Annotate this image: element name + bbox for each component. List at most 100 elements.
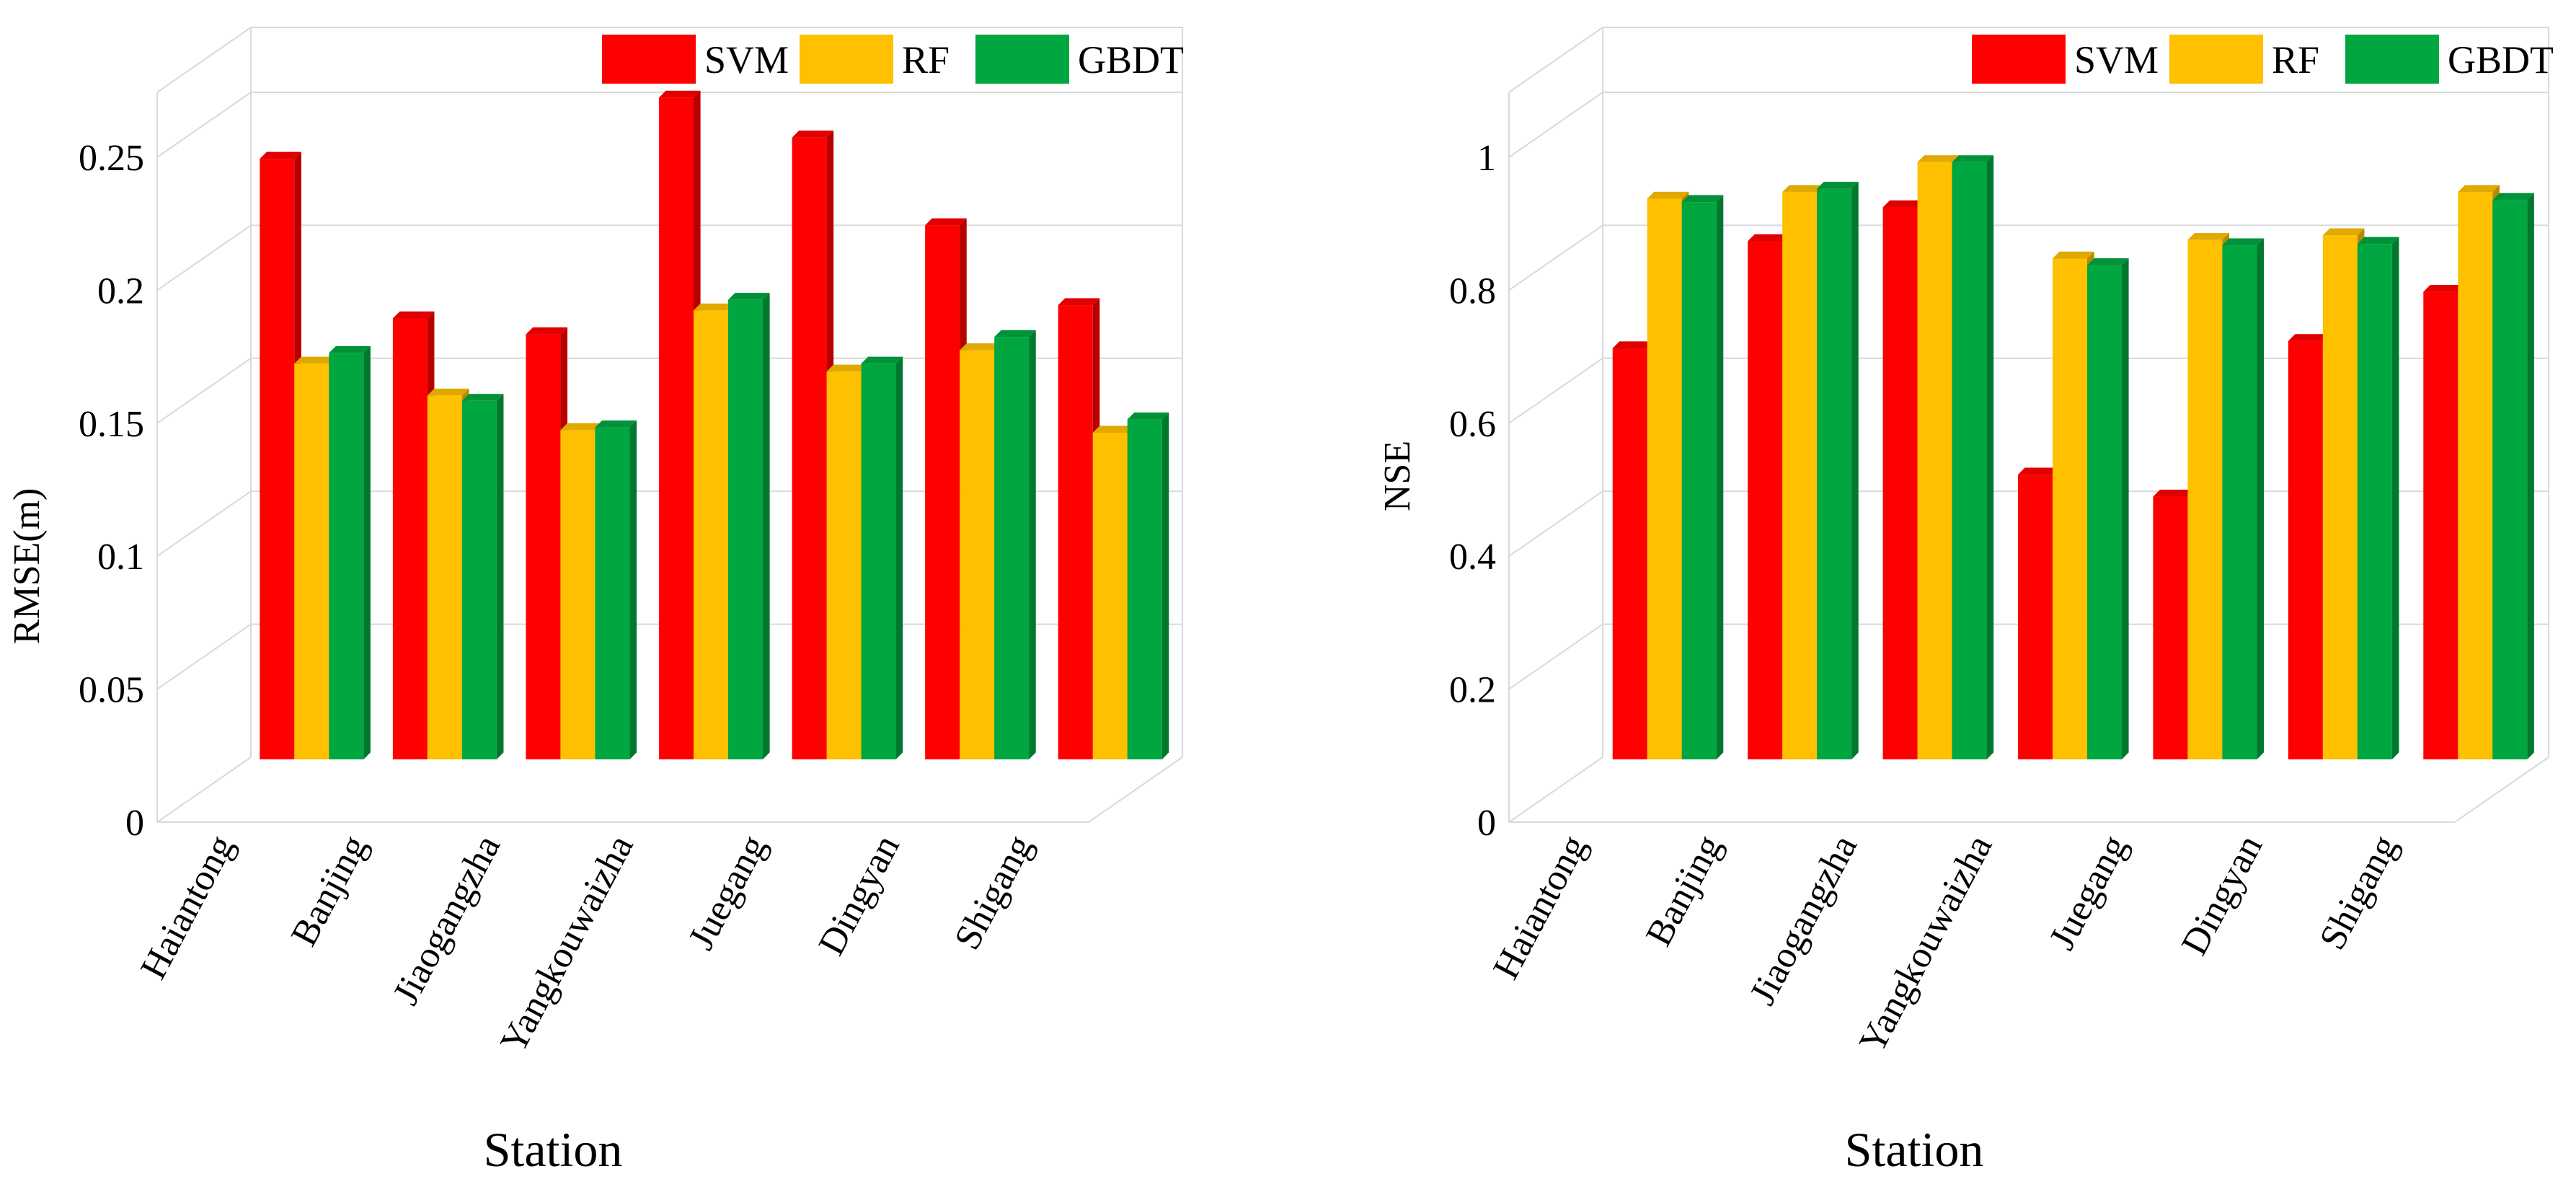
bar-front [260, 159, 295, 759]
legend-item-gbdt: GBDT [2345, 35, 2554, 84]
x-axis-title: Station [484, 1122, 623, 1177]
bar-front [392, 318, 428, 760]
bar-gbdt [2357, 237, 2399, 760]
bar-front [659, 97, 694, 760]
bar-front [960, 350, 995, 760]
bar-top [2322, 228, 2365, 236]
bar-side [363, 345, 371, 760]
bar-front [2187, 239, 2223, 760]
bar-top [2357, 237, 2399, 244]
bar-side [763, 293, 770, 760]
bar-top [861, 356, 903, 364]
gridline-side [156, 357, 252, 424]
bar-front [1917, 162, 1952, 759]
y-axis-title: RMSE(m) [6, 488, 48, 645]
x-tick-label: Yangkouwaizha [1851, 829, 2001, 1059]
y-tick-label: 0.4 [1449, 537, 1496, 578]
y-tick-label: 0.05 [79, 670, 144, 711]
bar-top [560, 423, 603, 431]
bar-svm [1748, 234, 1789, 760]
bar-gbdt [1127, 412, 1169, 759]
bar-top [1748, 234, 1789, 242]
legend: SVM RF GBDT [1972, 35, 2554, 84]
bar-top [427, 388, 469, 396]
bar-top [960, 343, 1001, 350]
bar-side [2257, 238, 2265, 760]
bar-gbdt [2222, 238, 2265, 760]
bar-front [1882, 207, 1918, 760]
bar-top [1647, 191, 1689, 199]
bar-gbdt [1817, 182, 1859, 760]
x-tick-label: Banjing [283, 829, 376, 953]
bar-gbdt [2087, 258, 2129, 760]
rmse-chart: 0 0.05 0.1 0.15 0.2 0.25 Haiantong Banjing Jiaog… [6, 27, 1184, 1177]
x-tick-label: Jiaogangzha [1742, 829, 1865, 1012]
bar-side [2527, 193, 2534, 759]
x-axis-title: Station [1845, 1122, 1984, 1177]
legend-label: RF [2272, 38, 2319, 81]
legend-swatch [975, 35, 1069, 84]
bar-front [694, 310, 728, 759]
bar-top [2423, 285, 2465, 292]
bar-gbdt [2492, 193, 2534, 759]
bar-gbdt [461, 394, 504, 759]
bar-top [1681, 195, 1724, 203]
legend-item-svm: SVM [602, 35, 789, 84]
y-axis-title: NSE [1377, 441, 1418, 511]
bar-side [1716, 195, 1724, 759]
bar-front [1647, 198, 1682, 759]
gridline-side [1508, 224, 1603, 291]
bar-front [526, 334, 561, 759]
y-tick-label: 1 [1477, 138, 1496, 179]
legend-label: RF [902, 38, 950, 81]
legend-item-rf: RF [2169, 35, 2319, 84]
x-tick-label: Haiantong [133, 829, 242, 986]
bar-front [461, 400, 497, 759]
bar-front [294, 363, 329, 759]
legend-item-gbdt: GBDT [975, 35, 1184, 84]
bar-gbdt [329, 345, 371, 760]
left-wall-top-edge [1508, 27, 1603, 93]
bar-svm [659, 90, 701, 760]
bar-side [2391, 237, 2399, 760]
bar-front [994, 337, 1030, 759]
x-tick-label: Juegang [2042, 829, 2135, 956]
bar-top [2458, 185, 2500, 193]
bar-front [2458, 192, 2493, 759]
bar-front [1058, 305, 1093, 759]
bar-top [792, 131, 834, 138]
bar-front [2053, 258, 2087, 759]
bar-top [826, 364, 869, 372]
legend-label: GBDT [2448, 38, 2554, 81]
gridline-side [1508, 490, 1603, 557]
bar-front [2018, 475, 2053, 759]
x-tick-label: Dingyan [2174, 829, 2270, 962]
bar-top [461, 394, 504, 401]
bar-top [2492, 193, 2534, 200]
bar-front [595, 427, 630, 759]
floor-outline [156, 756, 1183, 823]
bar-front [2492, 200, 2528, 759]
y-tick-label: 0.8 [1449, 270, 1496, 312]
bar-front [2322, 235, 2358, 760]
legend-label: SVM [2074, 38, 2159, 81]
bar-top [694, 303, 735, 311]
bar-front [1612, 348, 1647, 760]
gridline-side [156, 92, 252, 158]
bar-front [560, 430, 596, 759]
bar-side [895, 356, 903, 759]
floor-outline [1508, 756, 2549, 823]
x-tick-label: Dingyan [811, 829, 908, 962]
legend-item-svm: SVM [1972, 35, 2159, 84]
gridline-side [156, 224, 252, 291]
bar-front [925, 225, 960, 759]
bar-top [294, 356, 336, 364]
gridline-side [1508, 92, 1603, 158]
legend: SVM RF GBDT [602, 35, 1184, 84]
bar-top [2053, 251, 2094, 259]
bar-front [1127, 419, 1162, 759]
bar-top [260, 151, 301, 159]
bar-front [1748, 241, 1783, 759]
bar-top [1612, 341, 1655, 348]
